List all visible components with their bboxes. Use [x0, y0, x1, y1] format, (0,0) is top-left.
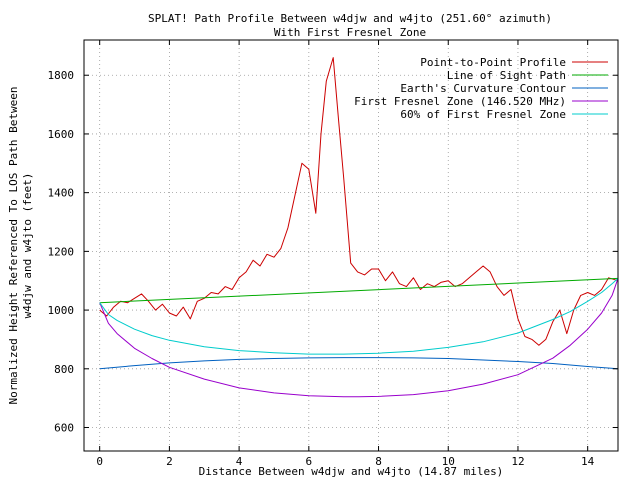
- x-tick-label: 4: [236, 455, 243, 468]
- series-line-0: [99, 57, 619, 346]
- ticks: 0 2 4 6 8 10 12 14 600 800 1000 1200 1400 1600 1800: [48, 40, 618, 468]
- y-tick-label: 600: [54, 422, 74, 435]
- x-tick-label: 10: [442, 455, 455, 468]
- legend-label: Point-to-Point Profile: [420, 56, 566, 69]
- y-tick-label: 1400: [48, 187, 75, 200]
- y-axis-label-secondary: w4djw and w4jto (feet): [21, 173, 34, 319]
- legend-label: Line of Sight Path: [447, 69, 566, 82]
- x-tick-label: 8: [375, 455, 382, 468]
- y-tick-label: 1000: [48, 304, 75, 317]
- x-tick-label: 12: [511, 455, 524, 468]
- y-tick-label: 1600: [48, 128, 75, 141]
- x-tick-label: 6: [306, 455, 313, 468]
- series-line-2: [99, 357, 619, 370]
- y-axis-label: Normalized Height Referenced To LOS Path…: [7, 87, 20, 405]
- grid: [84, 40, 618, 451]
- legend-label: First Fresnel Zone (146.520 MHz): [354, 95, 566, 108]
- y-tick-label: 1800: [48, 69, 75, 82]
- chart-subtitle: With First Fresnel Zone: [273, 26, 427, 39]
- series-layer: [99, 57, 619, 398]
- legend-label: Earth's Curvature Contour: [400, 82, 566, 95]
- x-axis-label: Distance Between w4djw and w4jto (14.87 …: [199, 465, 504, 478]
- legend-label: 60% of First Fresnel Zone: [400, 108, 566, 121]
- plot-border: [83, 39, 619, 452]
- x-tick-label: 14: [581, 455, 595, 468]
- x-tick-label: 0: [96, 455, 103, 468]
- chart-title: SPLAT! Path Profile Between w4djw and w4…: [148, 12, 552, 25]
- series-line-4: [99, 278, 619, 355]
- x-tick-label: 2: [166, 455, 173, 468]
- series-line-3: [99, 278, 619, 398]
- y-tick-label: 800: [54, 363, 74, 376]
- y-tick-label: 1200: [48, 245, 75, 258]
- series-line-1: [99, 277, 619, 304]
